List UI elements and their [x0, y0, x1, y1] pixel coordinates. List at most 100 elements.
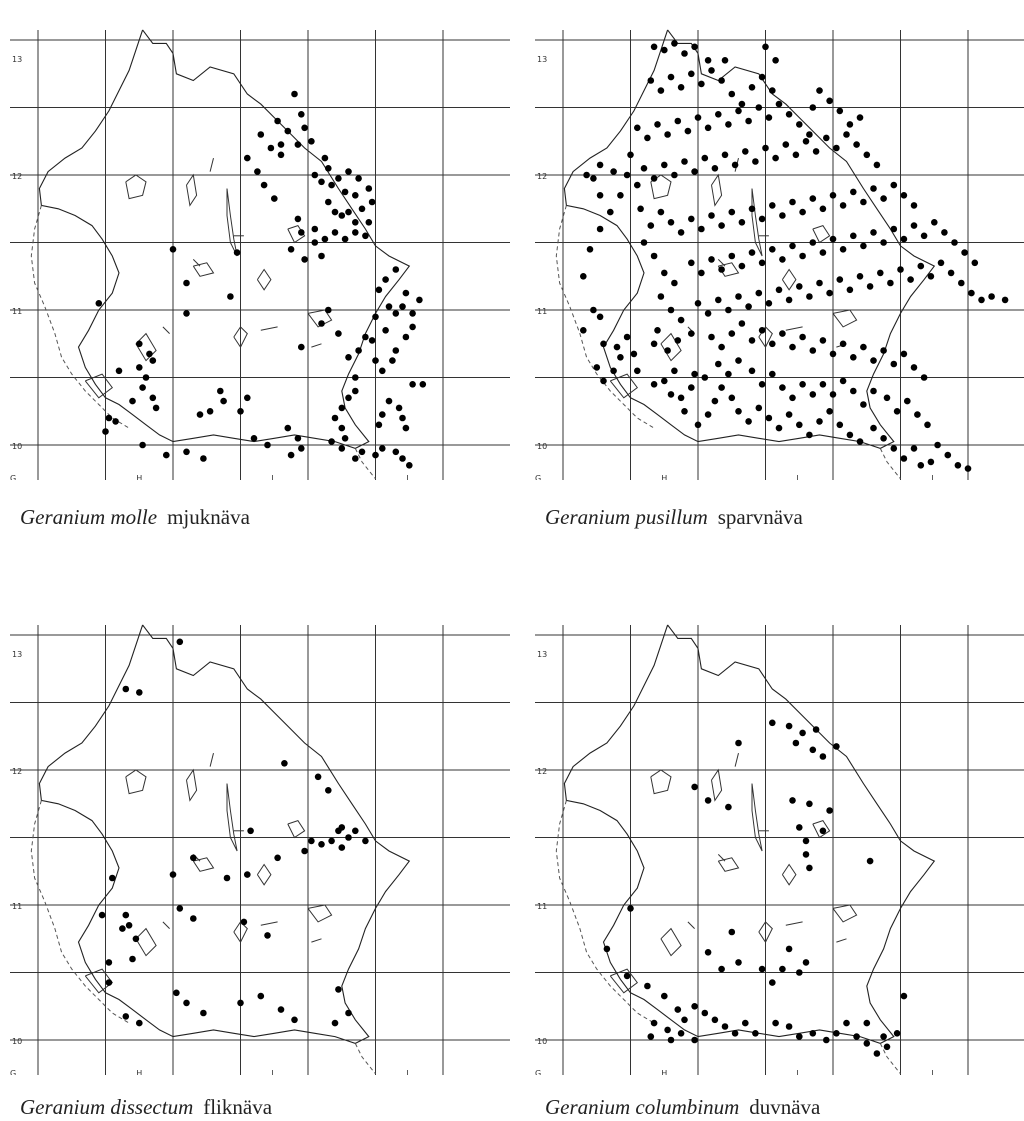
occurrence-dot	[758, 73, 766, 81]
occurrence-dot	[836, 421, 844, 429]
occurrence-dot	[934, 441, 941, 449]
occurrence-dot	[799, 381, 806, 388]
lake	[256, 863, 272, 886]
occurrence-dot	[711, 1016, 719, 1024]
occurrence-dot	[765, 300, 773, 307]
lake	[135, 332, 157, 362]
occurrence-dot	[779, 965, 786, 973]
occurrence-dot	[735, 357, 742, 364]
occurrence-dot	[728, 252, 736, 260]
occurrence-dot	[301, 256, 308, 263]
occurrence-dot	[701, 154, 709, 162]
occurrence-dot	[789, 343, 796, 351]
occurrence-dot	[163, 451, 170, 459]
occurrence-dot	[860, 242, 867, 250]
occurrence-dot	[735, 408, 742, 415]
occurrence-dots	[580, 40, 1009, 472]
occurrence-dot	[335, 330, 342, 337]
occurrence-dot	[893, 1030, 901, 1037]
occurrence-dot	[325, 787, 332, 794]
occurrence-dot	[677, 316, 685, 324]
occurrence-dot	[372, 451, 379, 459]
occurrence-dot	[799, 252, 806, 260]
occurrence-dot	[954, 462, 962, 469]
row-label: 11	[537, 902, 547, 911]
occurrence-dot	[738, 262, 746, 270]
occurrence-dot	[809, 391, 817, 398]
occurrence-dot	[839, 246, 847, 253]
occurrence-dot	[833, 1030, 840, 1037]
occurrence-dot	[419, 381, 427, 388]
occurrence-dot	[715, 111, 722, 118]
occurrence-dot	[978, 296, 985, 304]
occurrence-dot	[701, 374, 709, 381]
occurrence-dot	[958, 279, 965, 287]
occurrence-dot	[735, 293, 742, 300]
occurrence-dot	[596, 225, 604, 233]
occurrence-dot	[399, 303, 406, 310]
occurrence-dot	[217, 387, 224, 395]
row-label: 13	[537, 55, 547, 64]
occurrence-dot	[671, 40, 678, 47]
occurrence-dot	[718, 343, 725, 351]
occurrence-dot	[910, 445, 918, 452]
occurrence-dot	[338, 404, 346, 412]
occurrence-dot	[927, 458, 935, 466]
occurrence-dot	[748, 249, 756, 256]
occurrence-dot	[792, 151, 800, 159]
occurrence-dot	[274, 854, 281, 862]
row-label: 12	[12, 767, 22, 776]
occurrence-dot	[345, 1009, 352, 1017]
occurrence-dot	[833, 743, 840, 750]
occurrence-dot	[863, 151, 871, 159]
occurrence-dot	[708, 333, 715, 341]
occurrence-dot	[910, 222, 918, 229]
occurrence-dot	[829, 192, 837, 199]
occurrence-dot	[779, 256, 786, 263]
occurrence-dot	[291, 90, 298, 98]
occurrence-dot	[613, 343, 621, 351]
occurrence-dot	[809, 347, 817, 354]
occurrence-dot	[920, 232, 928, 240]
lake	[233, 326, 248, 349]
occurrence-dot	[688, 384, 695, 391]
lake	[812, 820, 831, 839]
occurrence-dot	[362, 232, 369, 240]
border-dashed	[30, 205, 130, 429]
row-label: 13	[12, 55, 22, 64]
occurrence-dot	[379, 367, 386, 375]
occurrence-dot	[647, 222, 655, 229]
occurrence-dot	[95, 300, 103, 307]
occurrence-dot	[650, 175, 658, 182]
occurrence-dot	[944, 451, 952, 459]
occurrence-dot	[661, 377, 668, 385]
occurrence-dot	[379, 411, 386, 418]
occurrence-dot	[873, 161, 881, 169]
occurrence-dot	[325, 198, 332, 206]
occurrence-dot	[661, 46, 668, 54]
occurrence-dot	[395, 404, 403, 412]
column-label: H	[661, 1069, 667, 1075]
occurrence-dot	[775, 286, 783, 294]
occurrence-dot	[866, 283, 874, 290]
occurrence-dot	[399, 455, 406, 462]
occurrence-dot	[880, 1033, 887, 1040]
occurrence-dot	[870, 387, 877, 395]
occurrence-dot	[796, 283, 803, 290]
occurrence-dot	[941, 229, 948, 236]
border-dashed	[555, 800, 655, 1024]
occurrence-dot	[728, 394, 736, 402]
occurrence-dot	[650, 1019, 658, 1027]
occurrence-dot	[839, 202, 847, 209]
occurrence-dot	[352, 374, 359, 381]
scientific-name: Geranium pusillum	[545, 505, 708, 529]
lake	[84, 968, 114, 994]
occurrence-dot	[681, 408, 688, 415]
occurrence-dot	[345, 394, 352, 402]
occurrence-dot	[809, 1030, 817, 1037]
occurrence-dot	[677, 229, 685, 236]
occurrence-dot	[829, 391, 837, 398]
occurrence-dot	[183, 279, 190, 287]
coastline	[555, 624, 936, 1075]
